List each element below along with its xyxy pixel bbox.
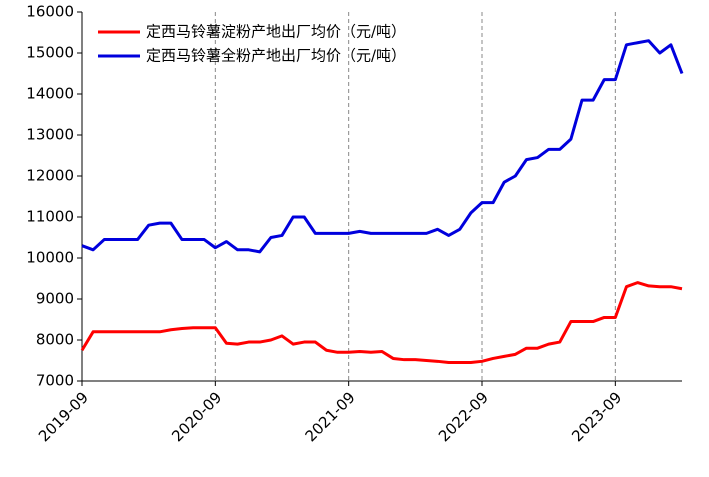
y-tick-label: 13000 <box>26 126 74 144</box>
y-tick-label: 16000 <box>26 3 74 21</box>
y-tick-label: 9000 <box>36 290 74 308</box>
x-tick-label: 2019-09 <box>35 388 92 445</box>
y-tick-label: 12000 <box>26 167 74 185</box>
y-tick-label: 10000 <box>26 249 74 267</box>
y-tick-label: 15000 <box>26 44 74 62</box>
data-line <box>81 39 684 254</box>
x-tick-label: 2020-09 <box>168 388 225 445</box>
legend-label: 定西马铃薯全粉产地出厂均价（元/吨） <box>146 47 406 65</box>
x-tick-label: 2023-09 <box>568 388 625 445</box>
y-tick-label: 7000 <box>36 372 74 390</box>
legend-label: 定西马铃薯淀粉产地出厂均价（元/吨） <box>146 23 406 41</box>
y-tick-label: 11000 <box>26 208 74 226</box>
x-tick-label: 2021-09 <box>302 388 359 445</box>
x-tick-label: 2022-09 <box>435 388 492 445</box>
y-tick-label: 14000 <box>26 85 74 103</box>
data-line <box>80 281 683 365</box>
y-tick-label: 8000 <box>36 331 74 349</box>
